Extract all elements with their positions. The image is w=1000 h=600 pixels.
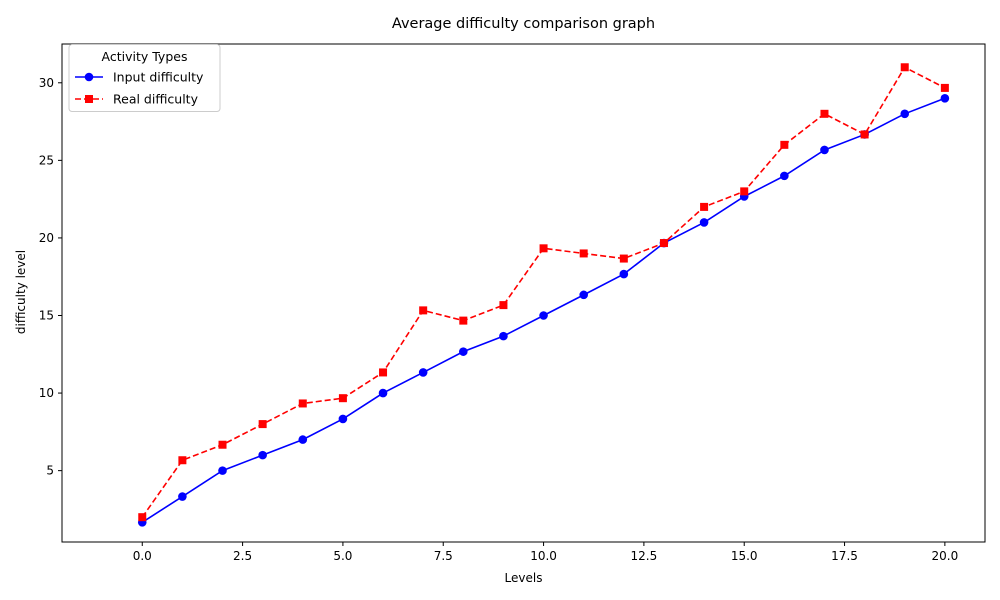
y-tick-label: 25 [39,153,54,167]
y-tick-label: 20 [39,231,54,245]
data-point [459,347,468,356]
x-axis: 0.0 2.5 5.0 7.5 10.0 12.5 15.0 17.5 20.0 [133,542,959,563]
data-point [539,311,548,320]
data-point [820,145,829,155]
data-point [378,388,388,398]
plot-area-frame [61,43,986,543]
y-axis-label: difficulty level [14,250,28,334]
chart-title: Average difficulty comparison graph [392,16,655,32]
data-point [900,109,910,119]
x-tick-label: 7.5 [434,549,453,563]
legend: Activity Types Input difficulty Real diffi… [68,44,221,112]
legend-entry: Input difficulty [75,70,204,85]
x-axis-label: Levels [505,571,543,585]
legend-box [68,44,221,112]
x-tick-label: 15.0 [731,549,758,563]
y-tick-label: 5 [46,464,54,478]
data-point [619,254,628,263]
data-point [579,290,588,300]
data-point [459,316,468,325]
data-point [820,109,829,118]
data-point [178,456,187,465]
y-tick-label: 10 [39,386,54,400]
y-tick-label: 15 [39,308,54,322]
data-point [338,394,347,403]
data-point [419,306,428,315]
y-axis: 5 10 15 20 25 30 [39,76,62,478]
data-point [619,269,629,279]
data-point [740,187,749,196]
data-point [780,171,789,181]
legend-title: Activity Types [102,49,188,64]
data-point [699,218,709,227]
data-point [258,420,267,429]
data-point [700,202,709,211]
data-point [499,331,508,341]
data-point [338,414,348,424]
legend-label: Input difficulty [113,70,204,85]
series-layer [137,63,950,527]
data-point [900,63,909,72]
data-point [940,83,949,92]
x-tick-label: 2.5 [233,549,252,563]
x-tick-label: 17.5 [831,549,858,563]
series-real-difficulty [138,63,949,522]
data-point [579,249,588,258]
x-tick-label: 20.0 [932,549,959,563]
data-point [178,492,187,501]
x-tick-label: 5.0 [333,549,352,563]
data-point [298,435,308,444]
legend-label: Real difficulty [113,92,199,107]
data-point [499,301,508,310]
legend-entry: Real difficulty [75,92,199,107]
x-tick-label: 10.0 [530,549,557,563]
data-point [258,450,267,460]
series-input-difficulty [137,93,950,527]
data-point [418,368,428,377]
data-point [298,399,307,408]
data-point [860,130,869,139]
data-point [218,440,227,449]
data-point [780,140,789,149]
y-tick-label: 30 [39,76,54,90]
data-point [940,93,950,103]
data-point [659,239,668,248]
data-point [218,466,227,475]
data-point [539,244,548,253]
legend-marker [85,95,93,103]
data-point [138,513,147,522]
data-point [379,368,388,377]
legend-marker [84,72,94,82]
x-tick-label: 12.5 [631,549,658,563]
x-tick-label: 0.0 [133,549,152,563]
